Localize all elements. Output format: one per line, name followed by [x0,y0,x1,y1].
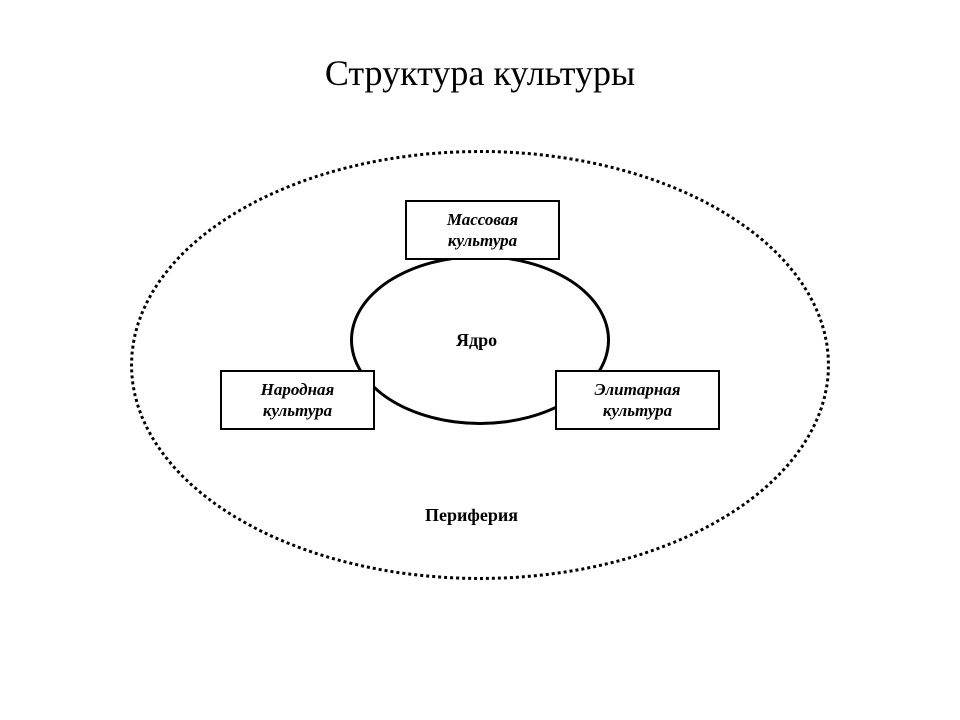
page-title: Структура культуры [0,52,960,94]
box-line1: Народная [261,380,335,399]
core-label: Ядро [456,330,497,351]
box-elite-culture: Элитарная культура [555,370,720,430]
periphery-label: Периферия [425,505,518,526]
box-label: Элитарная культура [594,379,680,422]
box-folk-culture: Народная культура [220,370,375,430]
box-line2: культура [603,401,672,420]
box-line2: культура [263,401,332,420]
culture-structure-diagram: Ядро Периферия Массовая культура Народна… [120,140,840,620]
box-line2: культура [448,231,517,250]
box-label: Народная культура [261,379,335,422]
box-mass-culture: Массовая культура [405,200,560,260]
box-line1: Массовая [447,210,518,229]
box-label: Массовая культура [447,209,518,252]
box-line1: Элитарная [594,380,680,399]
